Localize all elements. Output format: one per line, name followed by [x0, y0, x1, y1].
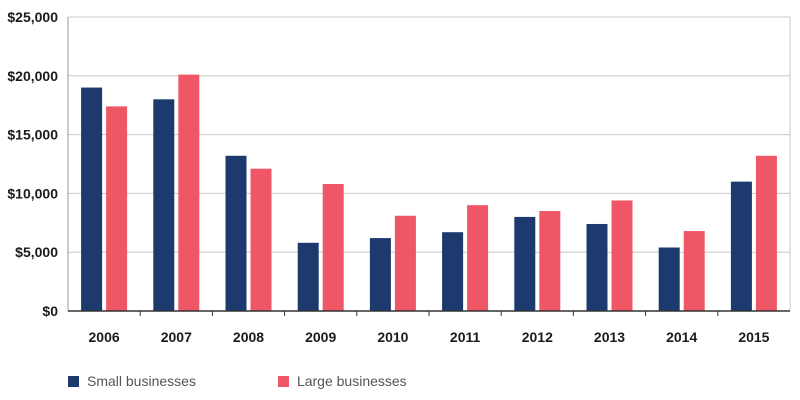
legend: Small businesses Large businesses — [68, 373, 489, 389]
bar-large-2013 — [611, 200, 633, 311]
x-tick-label: 2010 — [377, 329, 408, 345]
x-tick-label: 2015 — [738, 329, 769, 345]
bar-large-2014 — [683, 231, 705, 311]
bar-large-2015 — [755, 155, 777, 311]
y-tick-label: $25,000 — [7, 9, 58, 25]
legend-label-small: Small businesses — [87, 373, 196, 389]
bar-small-2013 — [586, 223, 608, 311]
y-tick-label: $0 — [42, 303, 58, 319]
x-tick-label: 2012 — [522, 329, 553, 345]
y-tick-label: $10,000 — [7, 185, 58, 201]
bar-large-2008 — [250, 168, 272, 311]
x-tick-label: 2006 — [89, 329, 120, 345]
y-tick-label: $5,000 — [15, 244, 58, 260]
legend-label-large: Large businesses — [296, 373, 407, 389]
x-tick-label: 2013 — [594, 329, 625, 345]
bar-large-2010 — [394, 215, 416, 311]
bar-small-2010 — [369, 238, 391, 311]
y-tick-label: $15,000 — [7, 127, 58, 143]
x-tick-label: 2007 — [161, 329, 192, 345]
bar-small-2015 — [730, 181, 752, 311]
bar-small-2009 — [297, 242, 319, 311]
x-tick-label: 2008 — [233, 329, 264, 345]
legend-swatch-small — [68, 375, 79, 387]
bar-small-2007 — [153, 99, 175, 311]
x-tick-label: 2011 — [450, 329, 481, 345]
bars — [81, 74, 777, 312]
legend-item-small: Small businesses — [68, 373, 196, 389]
bar-large-2011 — [467, 205, 489, 311]
bar-small-2008 — [225, 155, 247, 311]
axes: $0 $5,000 $10,000 $15,000 $20,000 $25,000 2006… — [7, 9, 791, 345]
bar-small-2014 — [658, 247, 680, 311]
bar-small-2011 — [442, 232, 464, 311]
bar-small-2006 — [81, 87, 103, 311]
legend-swatch-large — [277, 375, 289, 387]
bar-large-2009 — [322, 183, 344, 311]
x-tick-label: 2014 — [666, 329, 697, 345]
legend-item-large: Large businesses — [277, 373, 407, 389]
bar-small-2012 — [514, 216, 536, 311]
y-tick-label: $20,000 — [7, 68, 58, 84]
gridlines — [68, 16, 790, 253]
bar-large-2012 — [539, 211, 561, 311]
x-tick-label: 2009 — [305, 329, 336, 345]
bar-large-2006 — [106, 106, 128, 311]
bar-large-2007 — [178, 74, 200, 312]
